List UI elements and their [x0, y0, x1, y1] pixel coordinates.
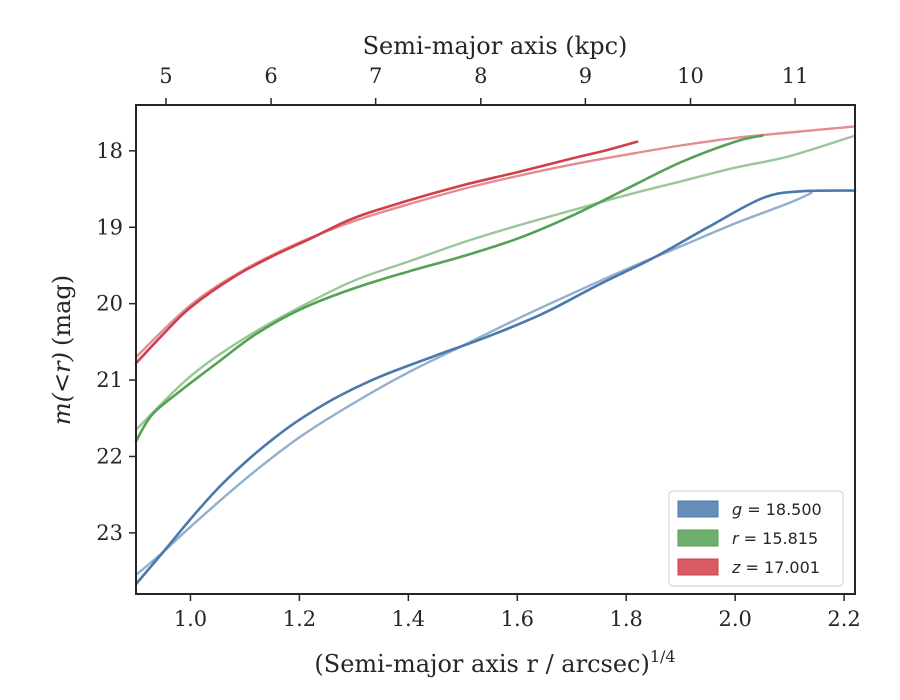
- legend-label-z: z = 17.001: [731, 558, 820, 577]
- x-tick-label: 1.6: [501, 607, 534, 631]
- y-axis: 18 19 20 21 22 23: [96, 139, 136, 545]
- y-tick-label: 21: [96, 368, 123, 392]
- legend-label-r: r = 15.815: [732, 529, 818, 548]
- top-x-axis-title: Semi-major axis (kpc): [363, 32, 628, 60]
- legend-value-r: = 15.815: [739, 529, 819, 548]
- top-x-tick-label: 11: [782, 64, 809, 88]
- series-g-data-line: [134, 189, 857, 586]
- top-x-tick-label: 10: [677, 64, 704, 88]
- plot-frame: [135, 104, 856, 595]
- legend-value-z: = 17.001: [740, 558, 820, 577]
- y-axis-title-unit: (mag): [48, 275, 76, 346]
- data-lines: [134, 134, 857, 586]
- x-tick-label: 2.2: [827, 607, 860, 631]
- legend-swatch-r: [677, 529, 719, 547]
- series-z-data-line: [134, 140, 639, 365]
- legend-swatch-g: [677, 500, 719, 518]
- top-x-tick-label: 6: [264, 64, 277, 88]
- y-axis-title-symbol: m(<r): [48, 352, 76, 425]
- x-tick-label: 1.8: [610, 607, 643, 631]
- x-axis: 1.0 1.2 1.4 1.6 1.8 2.0 2.2: [174, 594, 861, 631]
- legend-label-g: g = 18.500: [732, 500, 822, 519]
- y-tick-label: 18: [96, 139, 123, 163]
- legend-symbol-g: g: [732, 500, 742, 519]
- y-tick-label: 20: [96, 292, 123, 316]
- legend-symbol-z: z: [731, 558, 741, 577]
- y-tick-label: 23: [96, 521, 123, 545]
- x-tick-label: 1.4: [392, 607, 425, 631]
- top-x-tick-label: 5: [159, 64, 172, 88]
- top-x-axis: 5 6 7 8 9 10 11: [159, 64, 808, 105]
- legend-symbol-r: r: [732, 529, 740, 548]
- x-tick-label: 2.0: [718, 607, 751, 631]
- top-x-tick-label: 8: [474, 64, 487, 88]
- series-r-model-line: [134, 134, 857, 431]
- top-x-tick-label: 9: [579, 64, 592, 88]
- x-axis-title: (Semi-major axis r / arcsec)1/4: [314, 647, 675, 678]
- y-tick-label: 19: [96, 215, 123, 239]
- x-axis-title-main: (Semi-major axis r / arcsec): [314, 650, 649, 678]
- x-tick-label: 1.2: [283, 607, 316, 631]
- series-r-data-line: [134, 134, 764, 443]
- y-axis-title: m(<r) (mag): [48, 275, 76, 425]
- y-tick-label: 22: [96, 444, 123, 468]
- legend-value-g: = 18.500: [742, 500, 822, 519]
- top-x-tick-label: 7: [369, 64, 382, 88]
- x-axis-title-exponent: 1/4: [650, 647, 676, 666]
- legend-swatch-z: [677, 558, 719, 576]
- x-tick-label: 1.0: [174, 607, 207, 631]
